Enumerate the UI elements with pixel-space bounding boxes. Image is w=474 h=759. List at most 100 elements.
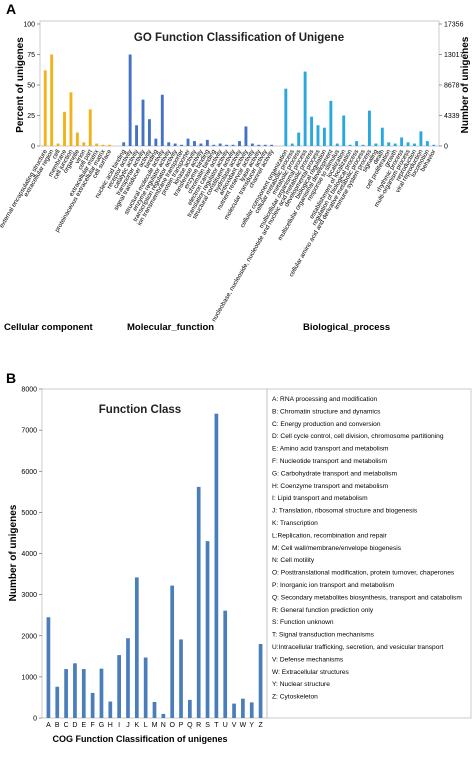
panel-b-legend: A: RNA processing and modification B: Chr…: [272, 396, 462, 701]
go-tick-label-cell: cell: [51, 149, 62, 161]
cog-bar-e: [81, 669, 86, 718]
legend-entry-s: S: Function unknown: [272, 619, 334, 626]
go-bar-receptor-activity: [128, 54, 132, 146]
panel-b-y-tick-label: 1000: [21, 674, 37, 681]
legend-entry-line: L:Replication, recombination and repair: [272, 532, 388, 539]
cog-tick-label-e: E: [81, 722, 86, 729]
legend-entry-line: D: Cell cycle control, cell division, ch…: [272, 433, 444, 440]
go-bar-translation-regulator-activity: [225, 144, 229, 146]
cog-tick-label-i: I: [118, 722, 120, 729]
cog-bar-t: [214, 413, 219, 718]
panel-a-y2-tick-label: 0: [444, 144, 448, 151]
legend-entry-d: D: Cell cycle control, cell division, ch…: [272, 433, 444, 440]
legend-entry-line: T: Signal transduction mechanisms: [272, 632, 375, 639]
cog-tick-label-u: U: [223, 722, 228, 729]
cog-tick-label-w: W: [240, 722, 247, 729]
go-bar-proteinaceous-extracellular-matrix: [101, 144, 105, 146]
go-bar-cell: [56, 143, 60, 146]
cog-tick-label-m: M: [152, 722, 158, 729]
go-bar-enzyme-regulator-activity: [167, 142, 171, 146]
legend-entry-line: G: Carbohydrate transport and metabolism: [272, 470, 397, 477]
go-bar-nutrient-reservoir-activity: [250, 143, 254, 146]
legend-entry-line: W: Extracellular structures: [272, 669, 350, 676]
panel-b-y-tick-label: 2000: [21, 633, 37, 640]
cog-tick-label-z: Z: [258, 722, 263, 729]
legend-entry-j: J: Translation, ribosomal structure and …: [272, 508, 418, 515]
panel-b-x-axis-label: COG Function Classification of unigenes: [52, 734, 227, 744]
panel-b-y-tick-label: 3000: [21, 592, 37, 599]
go-bar-ion-transmembrane-transporter: [180, 144, 184, 146]
go-bar-immune-system-process: [368, 110, 371, 146]
panel-a-y-tick-label: 50: [27, 83, 35, 90]
go-bar-transcription-regulator-activity: [173, 143, 177, 146]
panel-a-y2-axis-label: Number of unigenes: [460, 36, 471, 133]
go-bar-kinase-activity: [193, 141, 196, 146]
go-bar-transferase-activity: [199, 143, 203, 146]
go-bar-cell-junction: [69, 92, 73, 146]
legend-entry-line: A: RNA processing and modification: [272, 396, 378, 403]
cog-bar-l: [143, 657, 148, 718]
cog-bar-f: [90, 692, 95, 718]
go-bar-cellular-amino-acid-and-derivative-metabolic-process: [361, 144, 365, 146]
panel-b-y-tick-label: 4000: [21, 551, 37, 558]
panel-a-y2-tick-label: 4339: [444, 113, 460, 120]
go-bar-reproduction: [413, 143, 416, 146]
go-bar-multicellular-organismal-process: [303, 71, 307, 146]
go-bar-cell-proliferation: [387, 142, 391, 146]
cog-tick-label-l: L: [144, 722, 148, 729]
cog-bar-q: [188, 699, 192, 718]
cog-tick-label-o: O: [169, 722, 175, 729]
go-bar-metabolic-process: [297, 132, 301, 146]
go-bar-death: [380, 127, 384, 146]
legend-entry-line: Z: Cytoskeleton: [272, 694, 318, 701]
cog-tick-label-f: F: [90, 722, 94, 729]
panel-a-y-axis-label: Percent of unigenes: [15, 37, 26, 133]
panel-b-y-tick-label: 5000: [21, 510, 37, 517]
panel-a-y-tick-label: 0: [31, 144, 35, 151]
go-bar-cellular-component-organization: [284, 88, 288, 146]
go-bar-growth: [393, 143, 397, 146]
legend-entry-h: H: Coenzyme transport and metabolism: [272, 483, 389, 490]
legend-entry-line: S: Function unknown: [272, 619, 334, 626]
legend-entry-line: R: General function prediction only: [272, 607, 374, 614]
go-bar-electron-carrier-activity: [218, 143, 222, 146]
legend-entry-line: I: Lipid transport and metabolism: [272, 495, 368, 502]
legend-entry-y: Y: Nuclear structure: [272, 681, 330, 688]
go-bar-locomotion: [425, 141, 429, 146]
go-bar-biological-regulation: [322, 127, 326, 146]
panel-b-y-tick-label: 6000: [21, 469, 37, 476]
legend-entry-line: U:Intracellular trafficking, secretion, …: [272, 644, 444, 651]
panel-a-y2-tick-label: 17356: [444, 22, 464, 29]
go-bar-antioxidant-activity: [244, 126, 248, 146]
go-bar-external-encapsulating-structure: [43, 70, 47, 146]
cog-tick-label-y: Y: [249, 722, 254, 729]
cog-tick-label-a: A: [46, 722, 51, 729]
legend-entry-line: H: Coenzyme transport and metabolism: [272, 483, 389, 490]
go-bar-catalytic-activity: [135, 125, 139, 146]
go-bar-extracellular-region: [50, 54, 54, 146]
legend-entry-g: G: Carbohydrate transport and metabolism: [272, 470, 397, 477]
cog-bar-s: [205, 541, 210, 718]
cog-tick-label-v: V: [232, 722, 237, 729]
go-bar-viral-reproduction: [419, 131, 423, 146]
go-bar-response-to-stimulus: [335, 143, 339, 146]
panel-b-marks: 0 1000 2000 3000 4000 5000 6000 7000 8000 A B C D E F G…: [21, 387, 263, 730]
panel-b-legend-frame: [266, 388, 472, 719]
cog-bar-w: [241, 698, 245, 718]
legend-entry-o: O: Posttranslational modification, prote…: [272, 570, 455, 577]
go-bar-multi-organism-process: [406, 142, 410, 146]
cog-bar-o: [170, 585, 175, 718]
go-bar-multicellular-organismal-development: [329, 100, 333, 146]
cog-bar-z: [258, 643, 263, 718]
legend-entry-b: B: Chromatin structure and dynamics: [272, 408, 381, 415]
go-bar-transporter-activity: [141, 99, 145, 146]
go-bar-cellular-metabolic-process: [290, 143, 294, 146]
go-bar-channel-activity: [270, 144, 274, 146]
go-bar-membrane: [63, 111, 66, 146]
legend-entry-w: W: Extracellular structures: [272, 669, 350, 676]
legend-entry-line: O: Posttranslational modification, prote…: [272, 570, 455, 577]
legend-entry-line: M: Cell wall/membrane/envelope biogenesi…: [272, 545, 402, 552]
cog-bar-h: [108, 701, 113, 718]
panel-a-y-tick-label: 100: [23, 22, 35, 29]
